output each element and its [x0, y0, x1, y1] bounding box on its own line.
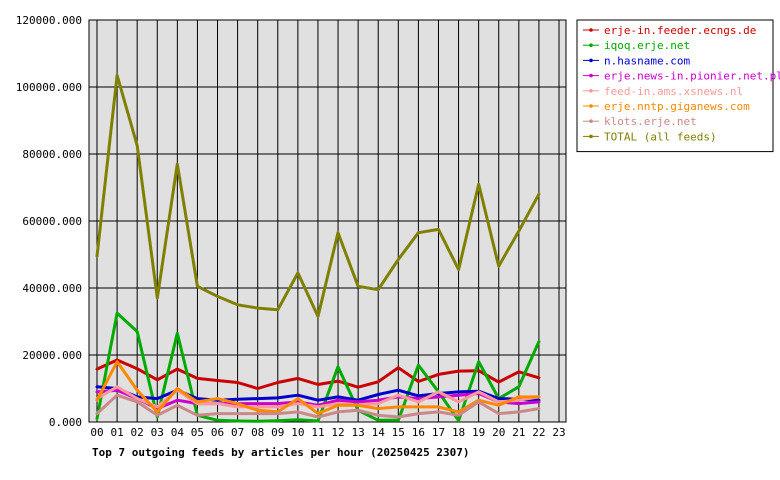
series-lines: [95, 73, 541, 423]
legend-label: klots.erje.net: [604, 115, 697, 128]
legend-label: TOTAL (all feeds): [604, 130, 717, 143]
legend-label: iqoq.erje.net: [604, 39, 690, 52]
y-tick-label: 120000.000: [16, 14, 82, 27]
x-tick-label: 06: [211, 426, 224, 439]
series-line: [95, 385, 541, 402]
x-tick-label: 13: [352, 426, 365, 439]
x-tick-label: 00: [90, 426, 103, 439]
chart-title: Top 7 outgoing feeds by articles per hou…: [92, 446, 470, 459]
x-tick-label: 03: [151, 426, 164, 439]
x-tick-label: 23: [552, 426, 565, 439]
x-tick-label: 09: [271, 426, 284, 439]
legend-label: erje.news-in.pionier.net.pl: [604, 70, 780, 83]
x-tick-label: 02: [131, 426, 144, 439]
y-tick-label: 60000.000: [22, 215, 82, 228]
x-tick-label: 22: [532, 426, 545, 439]
legend-marker: [589, 89, 593, 93]
x-tick-label: 21: [512, 426, 525, 439]
series-line: [95, 73, 541, 318]
x-tick-label: 08: [251, 426, 264, 439]
legend-marker: [589, 119, 593, 123]
legend-marker: [589, 134, 593, 139]
legend-marker: [589, 43, 593, 47]
y-tick-label: 100000.000: [16, 81, 82, 94]
x-tick-label: 18: [452, 426, 465, 439]
x-tick-label: 20: [492, 426, 505, 439]
series-line: [95, 311, 541, 423]
legend-label: erje.nntp.giganews.com: [604, 100, 750, 113]
y-tick-label: 20000.000: [22, 349, 82, 362]
x-tick-label: 14: [372, 426, 386, 439]
plot-frame: [88, 19, 567, 423]
legend: erje-in.feeder.ecngs.de iqoq.erje.net n.ha…: [576, 19, 780, 153]
legend-label: erje-in.feeder.ecngs.de: [604, 24, 756, 37]
x-tick-label: 10: [291, 426, 304, 439]
x-tick-label: 07: [231, 426, 244, 439]
legend-marker: [589, 58, 593, 63]
y-tick-label: 80000.000: [22, 148, 82, 161]
x-tick-label: 15: [392, 426, 405, 439]
x-tick-label: 11: [311, 426, 324, 439]
legend-label: n.hasname.com: [604, 54, 690, 67]
y-axis-ticks: 0.000 20000.000 40000.000 60000.000 80000.00…: [16, 14, 82, 429]
x-tick-label: 16: [412, 426, 425, 439]
series-line: [95, 388, 541, 411]
series-line: [95, 360, 541, 416]
legend-marker: [589, 73, 593, 78]
legend-label: feed-in.ams.xsnews.nl: [604, 85, 743, 98]
x-tick-label: 01: [110, 426, 123, 439]
y-tick-label: 0.000: [49, 416, 82, 429]
legend-box: [576, 19, 774, 153]
x-tick-label: 12: [331, 426, 344, 439]
y-tick-label: 40000.000: [22, 282, 82, 295]
series-line: [95, 393, 541, 419]
legend-marker: [589, 104, 593, 108]
series-line: [95, 358, 541, 390]
x-tick-label: 19: [472, 426, 485, 439]
x-tick-label: 17: [432, 426, 445, 439]
x-axis-ticks: 00 01 02 03 04 05 06 07 08 09 10 11 12 13 14 15 16 17 18 19…: [90, 426, 565, 439]
legend-marker: [589, 28, 593, 32]
x-tick-label: 04: [171, 426, 185, 439]
x-tick-label: 05: [191, 426, 204, 439]
